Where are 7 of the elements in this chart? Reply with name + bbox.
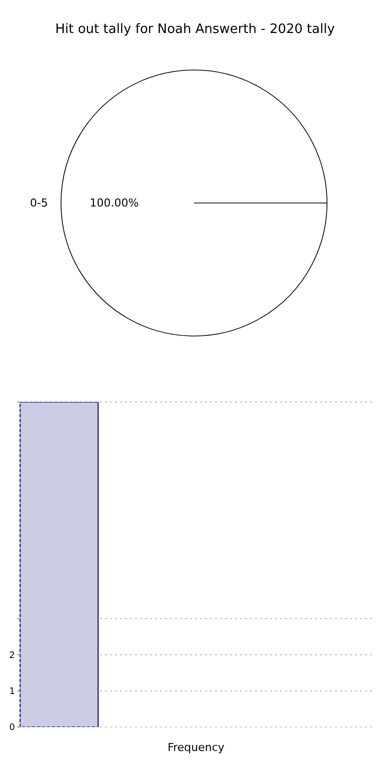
- chart-title: Hit out tally for Noah Answerth - 2020 tally: [54, 21, 336, 39]
- y-tick-label: 0: [9, 723, 16, 734]
- y-tick-label: 1: [9, 687, 15, 698]
- data-label: 100.00%: [90, 196, 139, 210]
- x-axis-title: Frequency: [168, 741, 225, 754]
- slice-label: 0-5: [30, 196, 48, 210]
- y-tick-label: 2: [9, 650, 15, 661]
